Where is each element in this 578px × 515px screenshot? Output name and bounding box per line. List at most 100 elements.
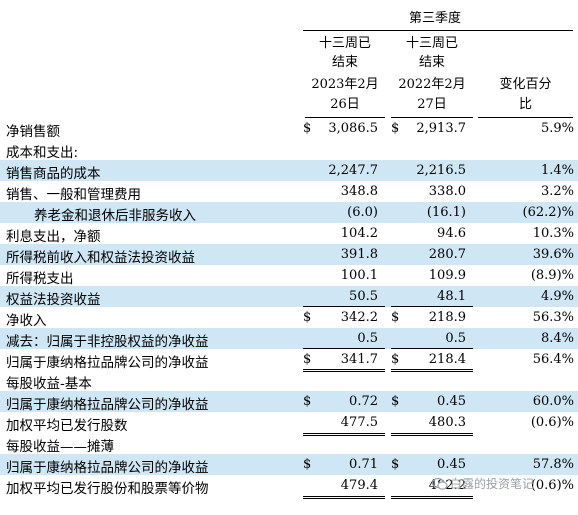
wechat-icon (431, 477, 450, 491)
table-row: 净收入 $342.2 $218.9 56.3% (0, 307, 578, 329)
value-change: 39.6% (532, 247, 574, 262)
row-label: 每股收益-基本 (6, 376, 92, 392)
table-row: 利息支出，净额 104.2 94.6 10.3% (0, 223, 578, 245)
col1-header-line4: 26日 (330, 97, 360, 112)
currency-symbol: $ (391, 310, 400, 325)
table-row: 销售、一般和管理费用 348.8 338.0 3.2% (0, 181, 578, 203)
value-change: (0.6)% (530, 415, 574, 430)
value-2022: 0.5 (445, 331, 466, 346)
watermark: 白露的投资笔记 (431, 475, 535, 492)
value-2023: 348.8 (340, 184, 378, 199)
table-row: 加权平均已发行股数 477.5 480.3 (0.6)% (0, 412, 578, 434)
value-2023: 104.2 (340, 226, 378, 241)
table-row: 归属于康纳格拉品牌公司的净收益 $0.72 $0.45 60.0% (0, 391, 578, 413)
subtotal-rule (303, 348, 385, 349)
value-2022: 218.4 (428, 352, 466, 367)
table-row: 所得税支出 100.1 109.9 (8.9)% (0, 265, 578, 287)
value-2022: 2,216.5 (416, 163, 466, 178)
value-change: 57.8% (532, 457, 574, 472)
row-label: 归属于康纳格拉品牌公司的净收益 (6, 355, 209, 371)
row-label: 净收入 (6, 313, 47, 329)
table-row: 归属于康纳格拉品牌公司的净收益 $341.7 $218.4 56.4% (0, 349, 578, 371)
row-label: 加权平均已发行股数 (6, 418, 128, 434)
currency-symbol: $ (303, 310, 312, 325)
total-double-rule (391, 433, 473, 436)
value-2022: 0.45 (437, 457, 466, 472)
value-2022: 0.45 (437, 394, 466, 409)
currency-symbol: $ (391, 352, 400, 367)
col1-header-line3: 2023年2月 (311, 77, 379, 92)
subtotal-rule (391, 348, 473, 349)
col3-header-rule (478, 117, 573, 118)
table-row: 归属于康纳格拉品牌公司的净收益 $0.71 $0.45 57.8% (0, 454, 578, 476)
value-2022: 2,913.7 (416, 121, 466, 136)
total-double-rule (391, 496, 473, 499)
table-row: 减去：归属于非控股权益的净收益 0.5 0.5 8.4% (0, 328, 578, 350)
watermark-text: 白露的投资笔记 (450, 477, 535, 491)
table-row: 所得税前收入和权益法投资收益 391.8 280.7 39.6% (0, 244, 578, 266)
value-change: (62.2)% (522, 205, 574, 220)
table-row: 养老金和退休后非服务收入 (6.0) (16.1) (62.2)% (0, 202, 578, 224)
row-label: 减去：归属于非控股权益的净收益 (6, 334, 209, 350)
row-label: 权益法投资收益 (6, 292, 101, 308)
value-2023: 2,247.7 (328, 163, 378, 178)
currency-symbol: $ (303, 394, 312, 409)
value-2023: 50.5 (349, 289, 378, 304)
total-double-rule (391, 369, 473, 372)
value-2023: 0.5 (357, 331, 378, 346)
value-change: (0.6)% (530, 478, 574, 493)
col1-header-line1: 十三周已 (318, 36, 371, 51)
col2-header-line1: 十三周已 (405, 36, 458, 51)
value-change: 56.3% (532, 310, 574, 325)
total-double-rule (303, 369, 385, 372)
row-label: 加权平均已发行股份和股票等价物 (6, 481, 209, 497)
table-row: 销售商品的成本 2,247.7 2,216.5 1.4% (0, 160, 578, 182)
currency-symbol: $ (391, 121, 400, 136)
value-change: 56.4% (532, 352, 574, 367)
col1-header-rule (305, 117, 385, 118)
total-double-rule (303, 496, 385, 499)
value-2023: 3,086.5 (328, 121, 378, 136)
value-2023: 391.8 (340, 247, 378, 262)
table-row: 净销售额 $3,086.5 $2,913.7 5.9% (0, 118, 578, 140)
currency-symbol: $ (391, 394, 400, 409)
row-label: 养老金和退休后非服务收入 (34, 208, 196, 224)
subtotal-rule (391, 306, 473, 307)
value-2022: 338.0 (428, 184, 466, 199)
value-2023: 341.7 (340, 352, 378, 367)
value-2022: 280.7 (428, 247, 466, 262)
value-change: 3.2% (540, 184, 574, 199)
value-2022: 480.3 (428, 415, 466, 430)
row-label: 销售商品的成本 (6, 166, 101, 182)
table-row: 每股收益——摊薄 (0, 433, 578, 455)
col3-header-line2: 比 (518, 97, 532, 112)
value-2023: 342.2 (340, 310, 378, 325)
col2-header-line3: 2022年2月 (398, 77, 466, 92)
table-row: 每股收益-基本 (0, 370, 578, 392)
row-label: 归属于康纳格拉品牌公司的净收益 (6, 460, 209, 476)
row-label: 每股收益——摊薄 (6, 439, 114, 455)
value-2023: 100.1 (340, 268, 378, 283)
period-header: 第三季度 (408, 11, 461, 26)
subtotal-rule (303, 306, 385, 307)
table-row: 权益法投资收益 50.5 48.1 4.9% (0, 286, 578, 308)
col2-header-line4: 27日 (417, 97, 447, 112)
row-label: 销售、一般和管理费用 (6, 187, 141, 203)
value-change: 5.9% (540, 121, 574, 136)
value-2023: 479.4 (340, 478, 378, 493)
period-header-rule (303, 30, 573, 31)
row-label: 净销售额 (6, 124, 60, 140)
value-2023: (6.0) (347, 205, 378, 220)
currency-symbol: $ (303, 457, 312, 472)
col2-header-rule (391, 117, 473, 118)
value-2023: 0.72 (349, 394, 378, 409)
table-row: 成本和支出: (0, 139, 578, 161)
currency-symbol: $ (391, 457, 400, 472)
col1-header-line2: 结束 (331, 55, 358, 70)
value-change: (8.9)% (530, 268, 574, 283)
row-label: 利息支出，净额 (6, 229, 101, 245)
value-change: 8.4% (540, 331, 574, 346)
currency-symbol: $ (303, 352, 312, 367)
value-2023: 0.71 (349, 457, 378, 472)
